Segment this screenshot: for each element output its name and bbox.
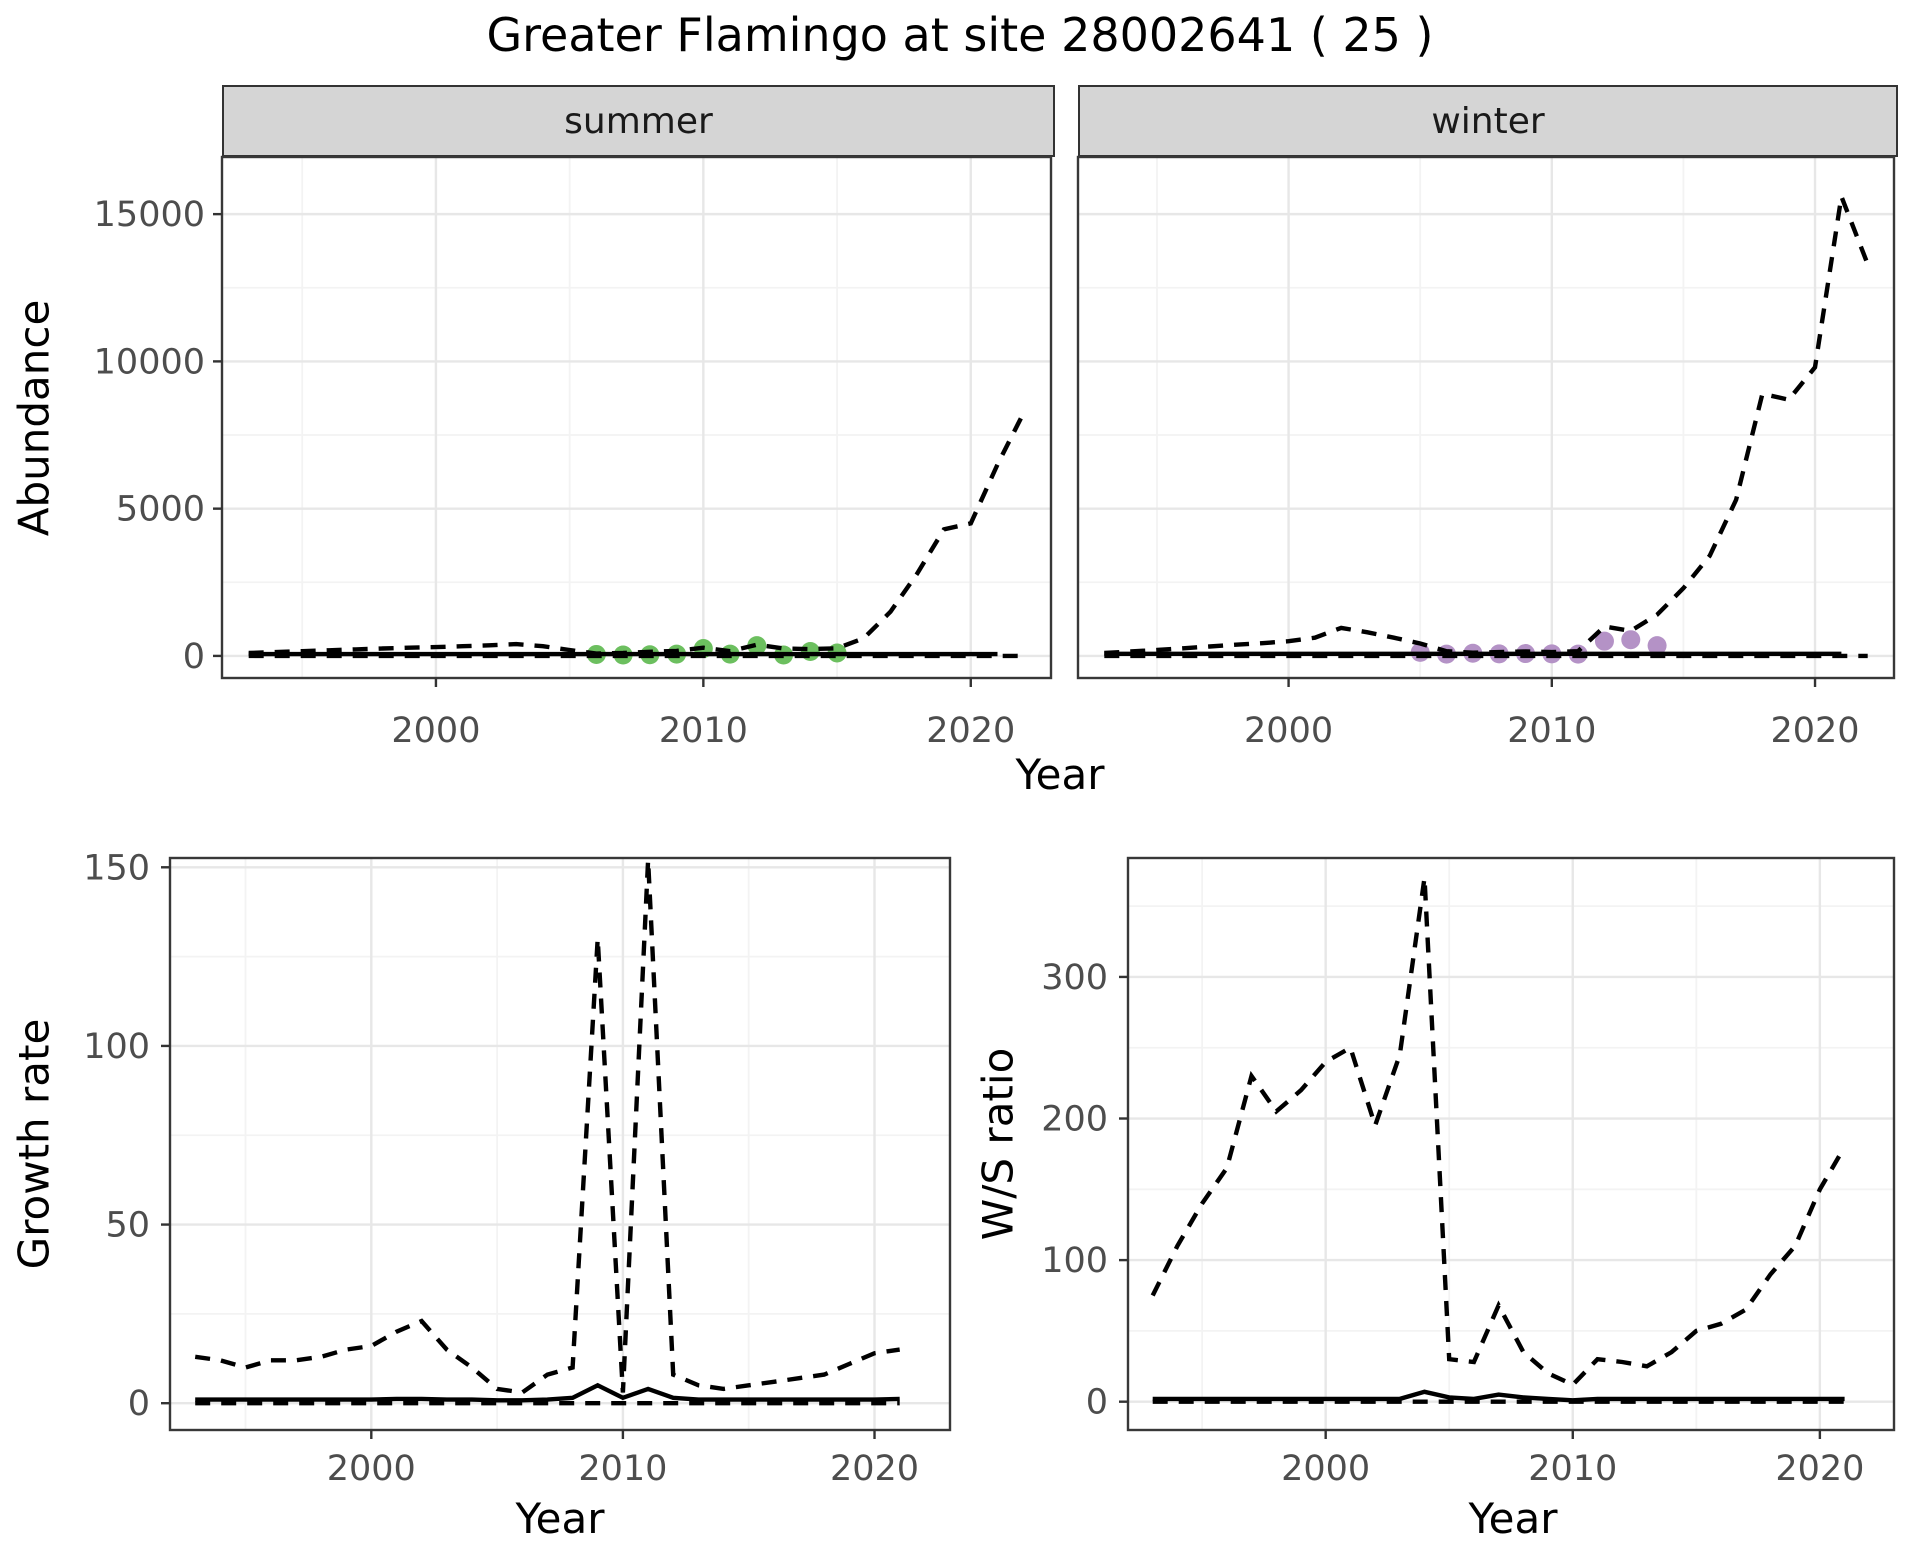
y-tick-label: 300 — [1041, 958, 1108, 998]
x-tick-label: 2020 — [1775, 1449, 1864, 1489]
y-tick-label: 150 — [83, 848, 150, 888]
observed-counts-summer — [800, 641, 820, 661]
annual-index-dashed — [1104, 188, 1870, 656]
panel-abundance-winter: 2000 2010 2020 — [1076, 155, 1896, 751]
y-tick-label: 10000 — [94, 342, 205, 382]
facet-strip-summer-label: summer — [564, 100, 713, 142]
facet-strip-winter: winter — [1078, 85, 1898, 157]
y-tick-label: 200 — [1041, 1100, 1108, 1140]
y-tick-label: 15000 — [94, 195, 205, 235]
top-x-axis-title: Year — [1015, 750, 1105, 799]
facet-strip-summer: summer — [222, 85, 1055, 157]
y-tick-label: 100 — [1041, 1241, 1108, 1281]
growth-y-axis-title: Growth rate — [9, 1018, 59, 1270]
x-tick-label: 2010 — [659, 711, 748, 751]
y-tick-label: 50 — [105, 1206, 150, 1246]
x-tick-label: 2020 — [1770, 711, 1859, 751]
trend-solid — [1152, 1389, 1845, 1403]
x-tick-label: 2010 — [578, 1449, 667, 1489]
x-tick-label: 2020 — [830, 1449, 919, 1489]
panel-border — [1076, 155, 1896, 680]
y-tick-label: 0 — [128, 1384, 150, 1424]
y-tick-label: 5000 — [116, 490, 205, 530]
panel-background — [222, 157, 1051, 678]
annual-index-dashed — [248, 410, 1027, 656]
x-tick-label: 2000 — [1281, 1449, 1370, 1489]
x-tick-label: 2010 — [1528, 1449, 1617, 1489]
annual-ratio-dashed — [1150, 877, 1847, 1388]
observed-counts-summer — [747, 636, 767, 656]
panel-border — [168, 856, 952, 1432]
panel-border — [1126, 856, 1896, 1432]
panel-background — [1078, 157, 1894, 678]
page-title: Greater Flamingo at site 28002641 ( 25 ) — [486, 8, 1434, 62]
annual-ratio-dashed — [194, 859, 901, 1395]
abundance-y-axis-title: Abundance — [9, 299, 59, 537]
panel-background — [1128, 858, 1894, 1430]
x-tick-label: 2010 — [1507, 711, 1596, 751]
x-tick-label: 2000 — [391, 711, 480, 751]
x-tick-label: 2020 — [926, 711, 1015, 751]
observed-counts-winter — [1621, 630, 1641, 650]
observed-counts-winter — [1594, 631, 1614, 651]
ratio-x-axis-title: Year — [1468, 1494, 1558, 1543]
y-tick-label: 0 — [1086, 1383, 1108, 1423]
observed-counts-winter — [1647, 636, 1667, 656]
facet-strip-winter-label: winter — [1431, 100, 1545, 142]
panel-growth-rate: 2000 2010 2020 0 50 100 150 — [83, 848, 952, 1489]
ratio-y-axis-title: W/S ratio — [973, 1047, 1023, 1241]
growth-x-axis-title: Year — [515, 1494, 605, 1543]
x-tick-label: 2000 — [327, 1449, 416, 1489]
x-tick-label: 2000 — [1244, 711, 1333, 751]
panel-background — [170, 858, 950, 1430]
panel-abundance-summer: 2000 2010 2020 0 5000 10000 15000 — [94, 155, 1053, 751]
trend-solid — [195, 1382, 900, 1403]
y-tick-label: 100 — [83, 1027, 150, 1067]
panel-ws-ratio: 2000 2010 2020 0 100 200 300 — [1041, 856, 1896, 1489]
y-tick-label: 0 — [183, 637, 205, 677]
panel-border — [220, 155, 1053, 680]
